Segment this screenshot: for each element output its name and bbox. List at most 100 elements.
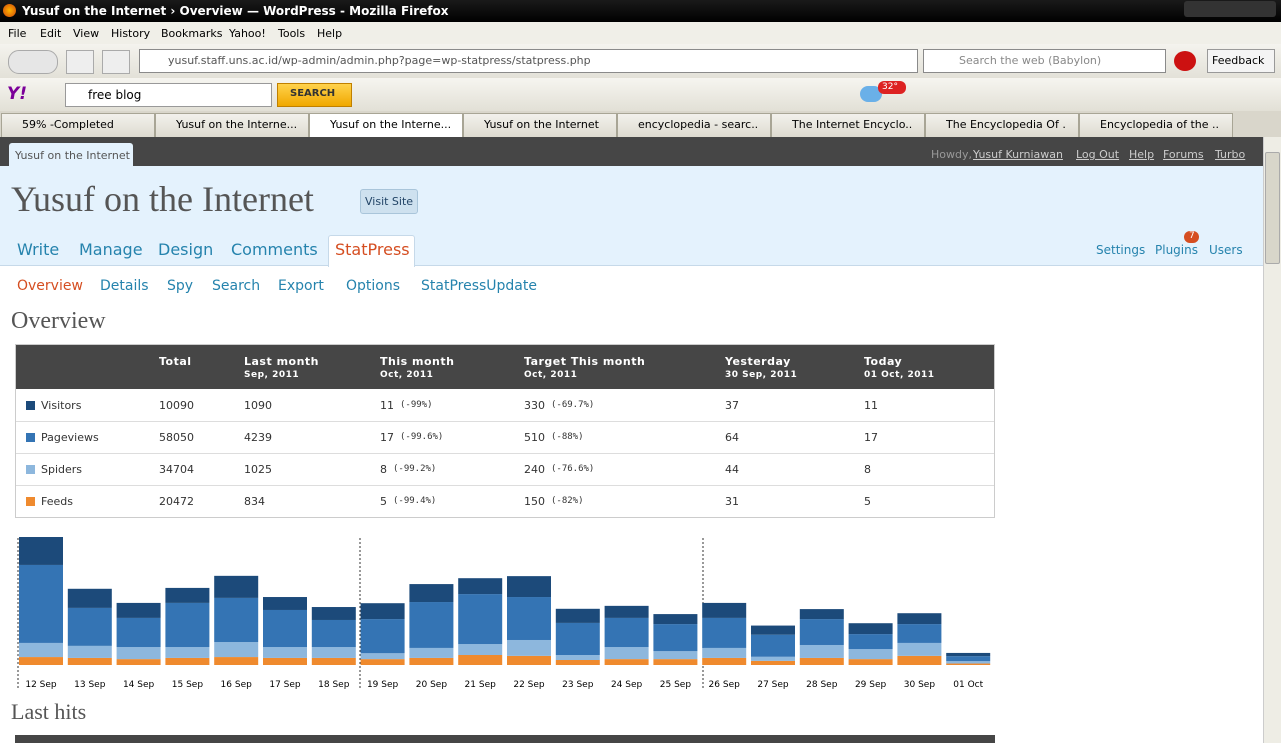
nav-right-link[interactable]: Settings <box>1096 243 1146 257</box>
tab-title[interactable]: encyclopedia - searc... <box>638 118 758 131</box>
tab-title[interactable]: Yusuf on the Interne... <box>330 118 450 131</box>
tab-title[interactable]: Yusuf on the Interne... <box>176 118 296 131</box>
cell-value: 4239 <box>244 431 272 444</box>
feedback-button[interactable] <box>1207 49 1275 73</box>
bar-segment <box>946 652 991 657</box>
yahoo-search-button[interactable] <box>277 83 352 107</box>
scrollbar-thumb[interactable] <box>1265 152 1280 264</box>
window-controls[interactable] <box>1184 1 1276 17</box>
bar-segment <box>116 659 161 665</box>
bar-segment <box>946 656 991 662</box>
visit-site-label[interactable]: Visit Site <box>365 195 414 208</box>
reload-button[interactable] <box>66 50 94 74</box>
browser-tab[interactable] <box>1 113 155 137</box>
menu-item[interactable]: Tools <box>278 27 306 40</box>
weather-icon[interactable] <box>860 86 882 102</box>
nav-link[interactable]: StatPress <box>335 240 410 259</box>
browser-tab[interactable] <box>309 113 463 137</box>
subnav-link[interactable]: Spy <box>167 278 194 294</box>
url-field[interactable] <box>139 49 918 73</box>
subnav-link[interactable]: Overview <box>17 278 83 294</box>
browser-tab[interactable] <box>925 113 1079 137</box>
yahoo-logo[interactable]: Y! <box>7 84 28 104</box>
addon-icon[interactable] <box>1174 51 1196 71</box>
bar-segment <box>604 617 649 648</box>
scrollbar[interactable] <box>1263 137 1281 743</box>
tab-title[interactable]: The Encyclopedia Of ... <box>946 118 1066 131</box>
browser-tab[interactable] <box>771 113 925 137</box>
cell-value: 834 <box>244 495 265 508</box>
menu-item[interactable]: File <box>8 27 27 40</box>
site-tab[interactable] <box>9 143 133 166</box>
browser-tab[interactable] <box>463 113 617 137</box>
nav-right-link[interactable]: Plugins <box>1155 243 1198 257</box>
subnav-link[interactable]: Export <box>278 278 324 294</box>
tab-title[interactable]: 59% -Completed <box>22 118 114 131</box>
menu-item[interactable]: Help <box>317 27 343 40</box>
cell-percent: (-99.4%) <box>393 496 437 506</box>
bar-segment <box>165 647 210 658</box>
x-tick-label: 22 Sep <box>513 680 545 690</box>
bar-segment <box>507 655 551 665</box>
nav-link[interactable]: Write <box>17 240 60 259</box>
subnav-link[interactable]: Details <box>100 278 149 294</box>
subnav-link[interactable]: StatPressUpdate <box>421 278 537 294</box>
legend-swatch <box>26 465 35 474</box>
column-header: This month <box>380 355 455 368</box>
window-title: Yusuf on the Internet › Overview — WordP… <box>22 4 449 18</box>
bar-segment <box>848 649 893 660</box>
admin-link[interactable]: Log Out <box>1076 148 1120 161</box>
yahoo-search-input[interactable] <box>65 83 272 107</box>
cell-value: 44 <box>725 463 739 476</box>
subnav-link[interactable]: Search <box>212 278 261 294</box>
title-bar <box>0 0 1281 22</box>
admin-link[interactable]: Help <box>1129 148 1155 161</box>
subnav-link[interactable]: Options <box>346 278 401 294</box>
nav-link[interactable]: Manage <box>79 240 143 259</box>
bar-segment <box>19 564 63 643</box>
menu-item[interactable]: Bookmarks <box>161 27 223 40</box>
home-button[interactable] <box>102 50 130 74</box>
nav-right-link[interactable]: Users <box>1209 243 1243 257</box>
back-forward[interactable] <box>8 50 58 74</box>
browser-tab[interactable] <box>155 113 309 137</box>
cell-value: 20472 <box>159 495 194 508</box>
browser-tab[interactable] <box>1079 113 1233 137</box>
bar-segment <box>555 654 600 660</box>
nav-link[interactable]: Comments <box>231 240 318 259</box>
site-name-tab[interactable]: Yusuf on the Internet <box>15 149 130 162</box>
user-link[interactable]: Yusuf Kurniawan <box>973 148 1063 161</box>
bar-segment <box>799 609 844 620</box>
column-subheader: Oct, 2011 <box>524 370 578 380</box>
active-nav-tab[interactable] <box>328 235 415 267</box>
x-tick-label: 18 Sep <box>318 680 350 690</box>
tab-title[interactable]: The Internet Encyclo... <box>792 118 912 131</box>
cell-value: 11 <box>864 399 878 412</box>
tab-title[interactable]: Yusuf on the Internet <box>484 118 599 131</box>
wp-admin-bar <box>0 137 1263 166</box>
x-tick-label: 30 Sep <box>904 680 936 690</box>
yahoo-button-label[interactable]: SEARCH <box>290 88 336 99</box>
menu-item[interactable]: Yahoo! <box>229 27 266 40</box>
tab-title[interactable]: Encyclopedia of the ... <box>1100 118 1220 131</box>
nav-link[interactable]: Design <box>158 240 214 259</box>
row-label: Spiders <box>41 463 83 476</box>
menu-item[interactable]: Edit <box>40 27 62 40</box>
admin-link[interactable]: Turbo <box>1215 148 1246 161</box>
bar-segment <box>555 659 600 665</box>
cell-percent: (-88%) <box>551 432 584 442</box>
bar-segment <box>848 634 893 650</box>
search-field[interactable] <box>923 49 1166 73</box>
admin-link[interactable]: Forums <box>1163 148 1204 161</box>
feedback-label[interactable]: Feedback <box>1212 54 1265 67</box>
menu-item[interactable]: History <box>111 27 151 40</box>
cell-value: 8 <box>380 463 387 476</box>
browser-tab[interactable] <box>617 113 771 137</box>
x-tick-label: 12 Sep <box>25 680 57 690</box>
menu-item[interactable]: View <box>73 27 100 40</box>
cell-value: 8 <box>864 463 871 476</box>
visit-site-button[interactable] <box>360 189 418 214</box>
cell-value: 240 <box>524 463 545 476</box>
bar-segment <box>604 647 649 660</box>
x-tick-label: 25 Sep <box>660 680 692 690</box>
